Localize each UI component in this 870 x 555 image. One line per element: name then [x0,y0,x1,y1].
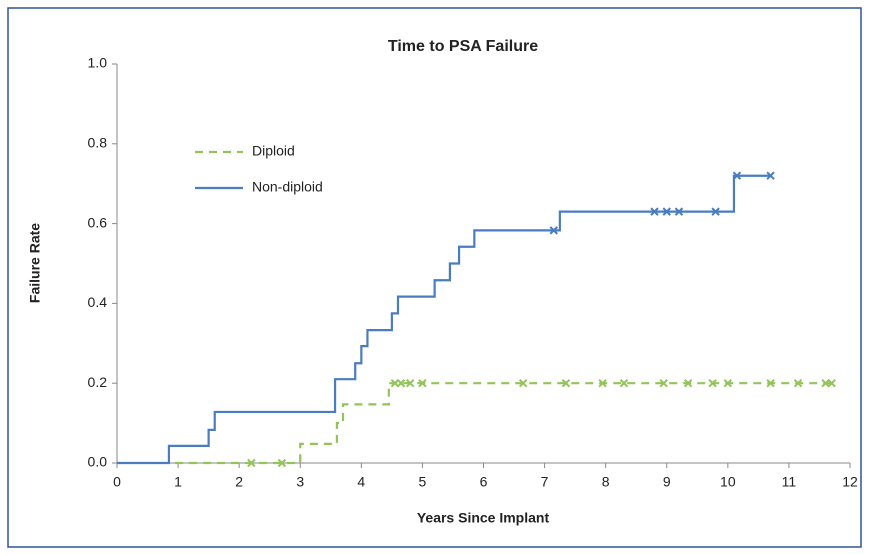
y-tick-label: 1.0 [88,55,108,71]
x-tick-label: 7 [541,474,549,490]
x-tick-label: 9 [663,474,671,490]
censor-mark [390,378,400,388]
y-tick-label: 0.4 [88,294,108,310]
chart-title: Time to PSA Failure [388,38,538,55]
frame [7,7,862,548]
censor-mark [674,207,684,216]
censor-mark [418,378,427,388]
censor-mark [793,378,803,388]
censor-mark [247,458,256,468]
censor-mark [277,458,287,468]
censor-mark [662,207,671,216]
censor-mark [723,378,733,388]
x-tick-label: 3 [296,474,304,490]
censor-mark [711,207,720,216]
censor-mark [732,171,742,180]
censor-mark [598,378,607,388]
x-tick-label: 6 [480,474,488,490]
censor-mark [405,378,415,388]
censor-mark [396,378,406,388]
censor-mark [619,378,629,388]
censor-mark [766,171,775,180]
y-tick-label: 0.2 [88,374,108,390]
legend-label: Non-diploid [252,179,323,195]
censor-mark [659,378,668,388]
x-tick-label: 0 [113,474,121,490]
y-axis-label: Failure Rate [27,223,43,303]
y-tick-label: 0.8 [88,135,108,151]
step-line [117,174,771,465]
x-axis-label: Years Since Implant [417,510,550,526]
y-tick-label: 0.6 [88,214,108,230]
censor-mark [708,378,717,388]
x-tick-label: 10 [720,474,736,490]
x-tick-label: 11 [782,474,797,490]
censor-mark [821,378,830,388]
censor-mark [518,378,528,388]
x-tick-label: 1 [174,474,182,490]
x-tick-label: 12 [842,474,858,490]
censor-mark [683,378,693,388]
x-tick-label: 2 [235,474,243,490]
x-tick-label: 5 [419,474,427,490]
y-tick-label: 0.0 [88,454,108,470]
x-tick-label: 4 [357,474,365,490]
x-tick-label: 8 [602,474,610,490]
censor-mark [650,207,659,216]
step-line [175,382,832,465]
legend-label: Diploid [252,143,295,159]
censor-mark [827,378,836,388]
censor-mark [549,226,558,235]
censor-mark [561,378,571,388]
censor-mark [766,378,775,388]
